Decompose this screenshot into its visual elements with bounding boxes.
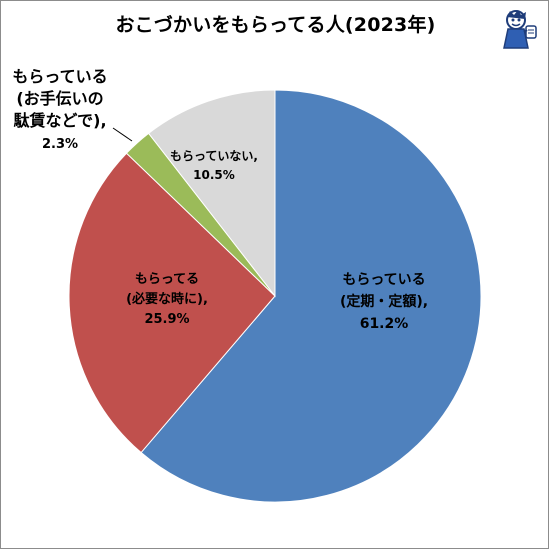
leader-line [112,127,133,142]
data-label-text: もらっていない, [170,149,258,163]
slice-label-2: もらってる (必要な時に), 25.9% [126,272,208,327]
pie-slices [68,89,482,503]
data-label-text: もらっている [12,67,107,86]
pie-slice-4 [147,89,276,298]
slice-label-1: もらっている (定期・定額), 61.2% [340,272,428,332]
data-label-text: (お手伝いの [16,89,103,108]
chart-title: おこづかいをもらってる人(2023年) [115,14,436,36]
data-label-text: もらっている [342,272,425,288]
data-label-value: 10.5% [193,168,235,182]
data-label-value: 61.2% [360,316,409,332]
data-label-text: (必要な時に), [126,291,208,307]
pie-slice-2 [68,152,276,454]
data-label-value: 2.3% [42,137,78,152]
data-label-value: 25.9% [144,312,189,327]
data-label-text: 駄賃などで), [13,111,106,130]
slice-label-4: もらっていない, 10.5% [170,149,258,182]
mascot-character-icon [503,10,537,49]
data-label-text: もらってる [135,272,199,287]
pie-slice-1 [140,89,482,503]
data-label-text: (定期・定額), [340,293,428,310]
